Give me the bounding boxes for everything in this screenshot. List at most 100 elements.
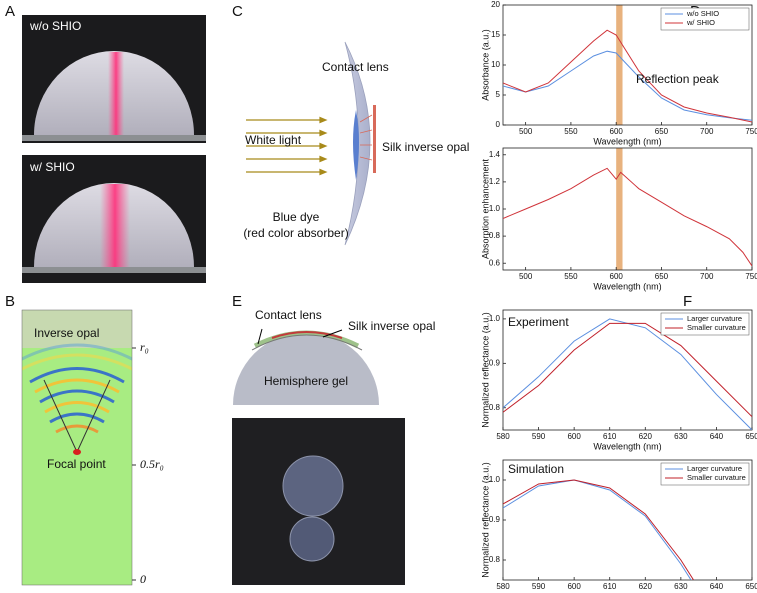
light-arrows [246,116,328,176]
x-axis-label: Wavelength (nm) [593,281,661,291]
x-tick-label: 580 [496,432,510,441]
caption: w/ SHIO [29,160,75,174]
y-axis-label: Absorption enhancement [480,158,490,259]
label: Hemisphere gel [264,374,348,388]
y-tick-label: 20 [491,0,500,9]
label: Silk inverse opal [382,140,469,154]
scale-label: 0 [140,572,146,586]
pointer [257,328,263,345]
label: Inverse opal [34,326,99,340]
blue-dye [353,110,359,180]
y-tick-label: 1.0 [489,475,501,484]
scale-label: 0.5r₀ [140,457,164,471]
x-tick-label: 650 [745,582,757,591]
y-tick-label: 0 [496,120,501,129]
stage [22,267,206,273]
laser-beam [108,52,124,135]
x-tick-label: 620 [639,432,653,441]
panel-label: B [5,293,15,310]
panel-label: A [5,3,15,20]
dye-layer [271,331,343,339]
y-tick-label: 0.9 [489,358,501,367]
panel-label: F [683,293,692,310]
x-axis-label: Wavelength (nm) [593,136,661,146]
laser-beam [100,184,130,267]
label: Focal point [47,457,106,471]
x-tick-label: 650 [655,127,669,136]
annotation: Experiment [508,315,569,329]
silk-inverse-opal [253,330,360,349]
frame [21,309,133,586]
y-axis-label: Absorbance (a.u.) [480,29,490,101]
silk-inverse-opal [373,105,376,173]
annotation: Reflection peak [636,72,720,86]
data-line [503,479,692,580]
y-tick-label: 0.6 [489,258,501,267]
scale-label: r₀ [140,340,149,354]
reflection-band [616,148,623,270]
x-tick-label: 630 [674,582,688,591]
x-tick-label: 600 [610,272,624,281]
data-line [503,167,752,267]
x-tick-label: 700 [700,127,714,136]
label: Silk inverse opal [348,319,435,333]
label: Contact lens [322,60,389,74]
x-tick-label: 650 [745,432,757,441]
x-tick-label: 590 [532,432,546,441]
data-line [503,50,752,121]
y-tick-label: 1.2 [489,177,501,186]
x-tick-label: 620 [639,582,653,591]
x-tick-label: 640 [710,432,724,441]
y-axis-label: Normalized reflectance (a.u.) [480,462,490,578]
hemisphere-gel [233,332,379,405]
x-axis-label: Wavelength (nm) [593,591,661,593]
y-tick-label: 0.8 [489,231,501,240]
x-tick-label: 550 [564,127,578,136]
y-tick-label: 1.0 [489,314,501,323]
legend-label: Larger curvature [687,314,742,323]
plot-frame [502,147,753,271]
x-tick-label: 600 [567,432,581,441]
data-line [503,322,752,418]
contact-lens [344,41,371,246]
simulation [22,310,132,585]
x-tick-label: 650 [655,272,669,281]
y-tick-label: 0.9 [489,515,501,524]
y-tick-label: 0.8 [489,403,501,412]
x-tick-label: 500 [519,127,533,136]
legend-label: w/ SHIO [686,18,715,27]
label: White light [245,133,302,147]
panel-label: C [232,3,243,20]
x-tick-label: 640 [710,582,724,591]
stage [22,135,206,141]
lens-photo [289,516,335,562]
x-tick-label: 600 [610,127,624,136]
legend-label: Smaller curvature [687,323,746,332]
y-tick-label: 5 [496,90,501,99]
x-tick-label: 590 [532,582,546,591]
x-tick-label: 580 [496,582,510,591]
label: Contact lens [255,308,322,322]
y-tick-label: 1.0 [489,204,501,213]
y-tick-label: 10 [491,60,500,69]
data-line [503,318,752,430]
x-tick-label: 630 [674,432,688,441]
lens-photo [282,455,344,517]
y-tick-label: 0.8 [489,555,501,564]
y-tick-label: 15 [491,30,500,39]
label: (red color absorber) [243,226,348,240]
x-tick-label: 610 [603,582,617,591]
plot-frame [502,309,753,431]
x-axis-label: Wavelength (nm) [593,441,661,451]
legend-label: w/o SHIO [686,9,719,18]
legend-label: Smaller curvature [687,473,746,482]
annotation: Simulation [508,462,564,476]
caption: w/o SHIO [29,19,81,33]
pointer [322,329,343,338]
y-axis-label: Normalized reflectance (a.u.) [480,312,490,428]
reflection-band [616,5,623,125]
data-line [503,29,752,123]
x-tick-label: 600 [567,582,581,591]
x-tick-label: 610 [603,432,617,441]
